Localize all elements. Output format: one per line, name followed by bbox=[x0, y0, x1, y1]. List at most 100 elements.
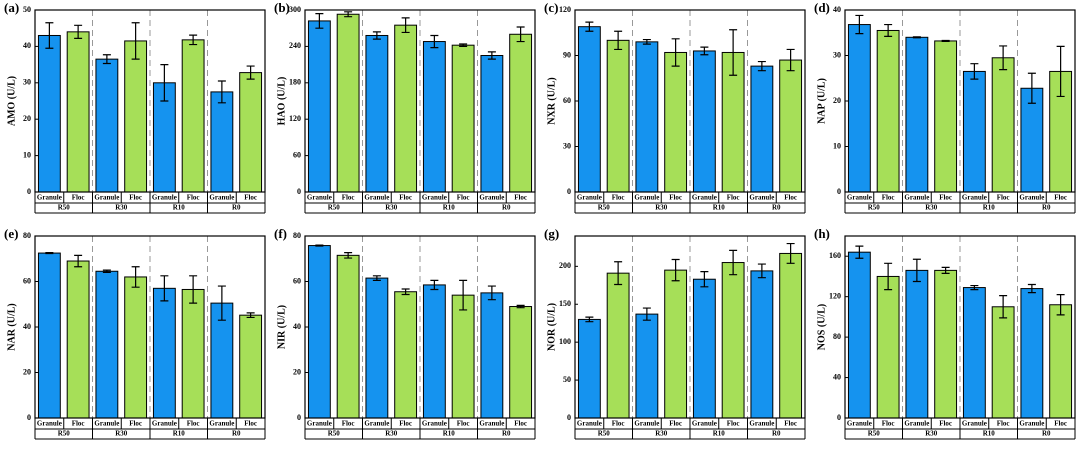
bar bbox=[991, 306, 1015, 419]
group-label: R10 bbox=[173, 430, 186, 438]
series-label: Granule bbox=[1019, 194, 1044, 202]
series-label: Floc bbox=[129, 194, 142, 202]
error-bar bbox=[614, 261, 623, 286]
y-tick-label: 40 bbox=[23, 41, 31, 50]
series-label: Granule bbox=[94, 420, 119, 428]
group-label: R30 bbox=[115, 204, 128, 212]
error-bar bbox=[246, 312, 255, 319]
bar bbox=[635, 313, 659, 419]
y-tick-label: 50 bbox=[23, 5, 31, 14]
bar bbox=[422, 284, 446, 419]
error-bar bbox=[45, 22, 54, 49]
error-bar bbox=[642, 38, 651, 45]
error-bar bbox=[999, 295, 1008, 319]
bar bbox=[239, 72, 263, 193]
series-label: Floc bbox=[72, 194, 85, 202]
bar bbox=[124, 276, 148, 419]
group-label: R0 bbox=[232, 430, 241, 438]
bar bbox=[876, 275, 900, 419]
y-axis-label: AMO (U/L) bbox=[6, 76, 17, 126]
y-tick-label: 60 bbox=[293, 276, 301, 285]
error-bar bbox=[516, 26, 525, 43]
error-bar bbox=[246, 65, 255, 80]
error-bar bbox=[131, 22, 140, 60]
bar bbox=[721, 262, 745, 419]
error-bar bbox=[74, 254, 83, 268]
series-label: Granule bbox=[749, 420, 774, 428]
error-bar bbox=[516, 304, 525, 309]
group-label: R30 bbox=[655, 430, 668, 438]
series-label: Floc bbox=[514, 194, 527, 202]
y-tick-label: 40 bbox=[833, 5, 841, 14]
bar bbox=[480, 55, 504, 193]
error-bar bbox=[459, 279, 468, 311]
bar bbox=[991, 57, 1015, 193]
bar bbox=[422, 41, 446, 193]
group-label: R50 bbox=[598, 204, 611, 212]
bar bbox=[1020, 288, 1044, 419]
y-axis-label: NOS (U/L) bbox=[816, 304, 827, 350]
error-bar bbox=[74, 24, 83, 39]
error-bar bbox=[401, 17, 410, 34]
series-label: Granule bbox=[479, 420, 504, 428]
y-tick-label: 20 bbox=[833, 96, 841, 105]
series-label: Granule bbox=[1019, 420, 1044, 428]
series-label: Floc bbox=[882, 420, 895, 428]
error-bar bbox=[487, 51, 496, 60]
group-label: R50 bbox=[58, 430, 71, 438]
y-tick-label: 300 bbox=[289, 5, 301, 14]
bar bbox=[635, 41, 659, 193]
series-label: Granule bbox=[577, 420, 602, 428]
y-tick-label: 40 bbox=[833, 372, 841, 381]
bar bbox=[779, 59, 803, 193]
bar bbox=[181, 39, 205, 193]
group-label: R30 bbox=[115, 430, 128, 438]
bar bbox=[606, 272, 630, 419]
y-tick-label: 60 bbox=[293, 150, 301, 159]
group-label: R10 bbox=[983, 204, 996, 212]
series-label: Floc bbox=[882, 194, 895, 202]
series-label: Floc bbox=[72, 420, 85, 428]
bar bbox=[480, 292, 504, 419]
series-label: Floc bbox=[457, 194, 470, 202]
y-tick-label: 50 bbox=[563, 375, 571, 384]
error-bar bbox=[970, 284, 979, 291]
series-label: Granule bbox=[307, 420, 332, 428]
error-bar bbox=[884, 23, 893, 37]
group-label: R0 bbox=[772, 204, 781, 212]
series-label: Granule bbox=[692, 194, 717, 202]
bar bbox=[664, 51, 688, 193]
error-bar bbox=[855, 245, 864, 259]
panel-label: (h) bbox=[814, 226, 830, 241]
y-tick-label: 0 bbox=[297, 413, 301, 422]
bar bbox=[750, 270, 774, 419]
group-label: R10 bbox=[173, 204, 186, 212]
y-tick-label: 60 bbox=[563, 96, 571, 105]
y-tick-label: 120 bbox=[289, 114, 301, 123]
bar bbox=[509, 33, 533, 193]
plot-frame bbox=[34, 9, 266, 193]
error-bar bbox=[912, 36, 921, 39]
error-bar bbox=[217, 80, 226, 104]
bar bbox=[934, 269, 958, 419]
series-label: Floc bbox=[1054, 420, 1067, 428]
y-tick-label: 20 bbox=[23, 367, 31, 376]
y-tick-label: 100 bbox=[559, 337, 571, 346]
bar bbox=[66, 260, 90, 419]
y-tick-label: 20 bbox=[293, 367, 301, 376]
series-label: Granule bbox=[904, 194, 929, 202]
bar bbox=[692, 278, 716, 419]
bar bbox=[95, 270, 119, 419]
series-label: Granule bbox=[962, 194, 987, 202]
series-label: Floc bbox=[1054, 194, 1067, 202]
group-label: R0 bbox=[1042, 430, 1051, 438]
series-label: Granule bbox=[307, 194, 332, 202]
group-label: R50 bbox=[868, 204, 881, 212]
y-tick-label: 150 bbox=[559, 299, 571, 308]
series-label: Floc bbox=[399, 420, 412, 428]
error-bar bbox=[401, 288, 410, 296]
plot-frame bbox=[574, 9, 806, 193]
bar bbox=[336, 254, 360, 419]
y-tick-label: 0 bbox=[567, 187, 571, 196]
bar bbox=[962, 287, 986, 419]
